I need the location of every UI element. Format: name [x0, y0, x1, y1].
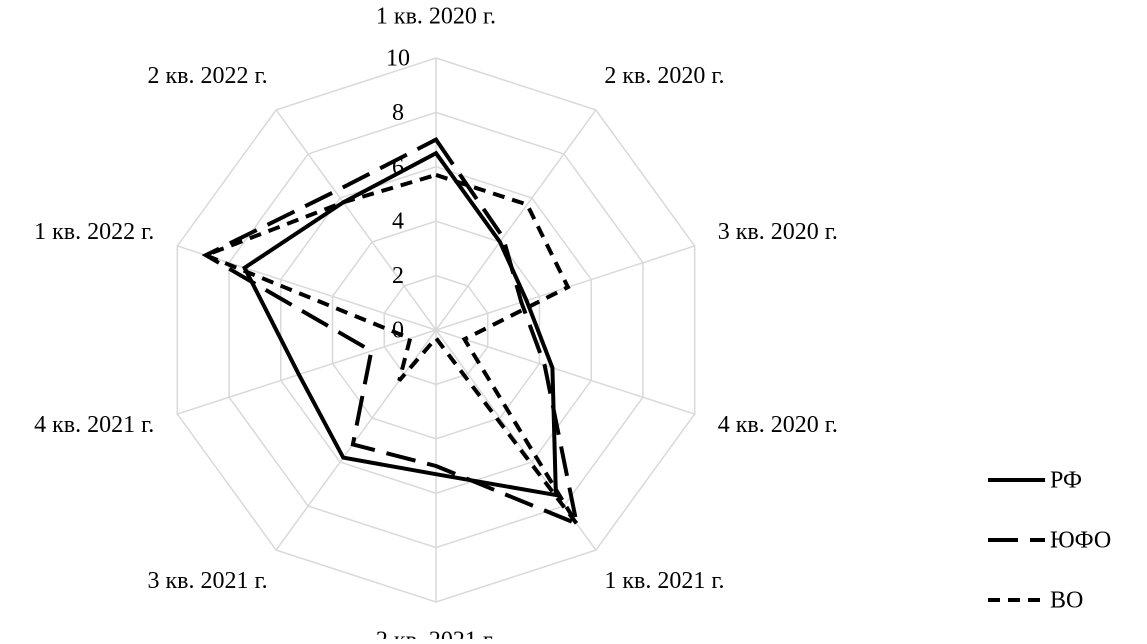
category-label: 1 кв. 2020 г. — [376, 4, 496, 30]
category-label: 2 кв. 2021 г. — [376, 628, 496, 640]
series-line — [241, 150, 558, 498]
legend-label: РФ — [1050, 468, 1082, 494]
spoke — [177, 245, 437, 331]
y-tick-label: 8 — [392, 100, 404, 126]
category-label: 2 кв. 2022 г. — [147, 63, 267, 89]
y-tick-label: 2 — [392, 263, 404, 289]
category-label: 4 кв. 2021 г. — [34, 412, 154, 438]
series-line — [201, 137, 580, 527]
category-label: 1 кв. 2021 г. — [604, 568, 724, 594]
spoke — [275, 109, 437, 331]
spoke — [435, 329, 695, 415]
spoke — [435, 109, 597, 331]
category-label: 3 кв. 2020 г. — [718, 219, 838, 245]
category-label: 3 кв. 2021 г. — [147, 568, 267, 594]
series-line — [200, 172, 579, 525]
category-label: 1 кв. 2022 г. — [34, 219, 154, 245]
legend-label: ВО — [1050, 588, 1083, 614]
category-label: 2 кв. 2020 г. — [604, 63, 724, 89]
spoke — [177, 329, 437, 415]
category-label: 4 кв. 2020 г. — [718, 412, 838, 438]
y-tick-label: 4 — [392, 209, 404, 235]
y-tick-label: 0 — [392, 318, 404, 344]
legend-label: ЮФО — [1050, 528, 1111, 554]
y-tick-label: 10 — [386, 46, 410, 72]
